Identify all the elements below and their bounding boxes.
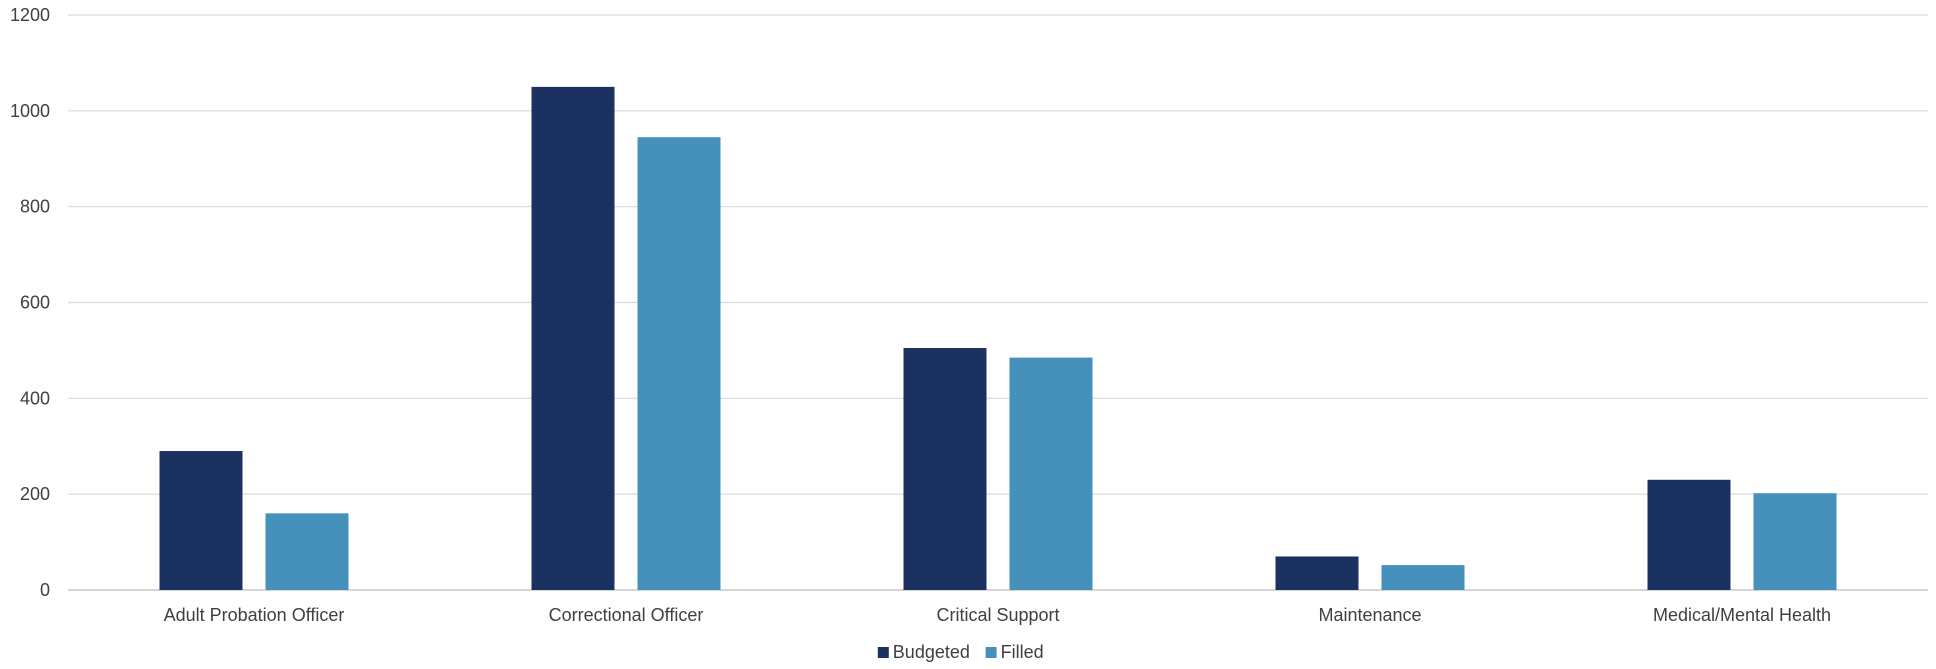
legend-swatch-filled (985, 647, 997, 658)
gridlines (68, 14, 1928, 591)
bars (159, 86, 1837, 590)
legend: Budgeted Filled (877, 642, 1044, 662)
y-tick-label: 200 (20, 484, 50, 504)
y-tick-label: 800 (20, 197, 50, 217)
bar-budgeted-4 (1647, 479, 1731, 590)
bar-filled-0 (265, 513, 349, 590)
y-tick-label: 1200 (10, 5, 50, 25)
y-tick-label: 0 (40, 580, 50, 600)
y-tick-label: 1000 (10, 101, 50, 121)
x-category-label: Critical Support (936, 605, 1059, 625)
bar-filled-4 (1753, 493, 1837, 590)
x-category-label: Adult Probation Officer (164, 605, 345, 625)
bar-filled-2 (1009, 357, 1093, 590)
x-axis-labels: Adult Probation Officer Correctional Offi… (164, 605, 1831, 625)
y-tick-label: 600 (20, 293, 50, 313)
bar-filled-3 (1381, 565, 1465, 590)
legend-label-filled: Filled (1001, 642, 1044, 662)
legend-label-budgeted: Budgeted (893, 642, 970, 662)
bar-budgeted-1 (531, 86, 615, 590)
x-category-label: Maintenance (1318, 605, 1421, 625)
bar-filled-1 (637, 137, 721, 590)
x-category-label: Correctional Officer (549, 605, 704, 625)
bar-budgeted-0 (159, 451, 243, 590)
legend-swatch-budgeted (877, 647, 889, 658)
bar-budgeted-2 (903, 348, 987, 590)
y-axis-ticks: 0 200 400 600 800 1000 1200 (10, 5, 50, 600)
y-tick-label: 400 (20, 388, 50, 408)
bar-budgeted-3 (1275, 556, 1359, 590)
x-category-label: Medical/Mental Health (1653, 605, 1831, 625)
